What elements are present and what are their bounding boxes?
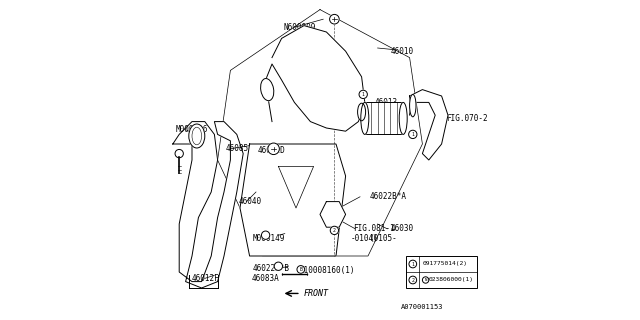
Polygon shape <box>240 144 346 256</box>
Polygon shape <box>410 90 448 160</box>
Circle shape <box>359 90 367 99</box>
Circle shape <box>268 143 280 155</box>
Text: 46030: 46030 <box>390 224 413 233</box>
Ellipse shape <box>260 78 274 101</box>
Text: 46022B*A: 46022B*A <box>370 192 406 201</box>
Text: 46010: 46010 <box>390 47 413 56</box>
FancyBboxPatch shape <box>406 256 477 288</box>
Ellipse shape <box>399 102 407 134</box>
Text: FRONT: FRONT <box>304 289 329 298</box>
Text: (0105-: (0105- <box>370 234 397 243</box>
Ellipse shape <box>410 94 416 117</box>
Text: 2: 2 <box>412 277 414 283</box>
Text: -0104): -0104) <box>351 234 378 243</box>
Text: 46085: 46085 <box>226 144 249 153</box>
Circle shape <box>409 130 417 139</box>
Polygon shape <box>365 102 403 134</box>
Text: 46022B*B: 46022B*B <box>253 264 290 273</box>
Circle shape <box>262 231 270 239</box>
Text: 1: 1 <box>412 261 414 267</box>
Circle shape <box>297 266 305 273</box>
Text: 1: 1 <box>362 92 365 97</box>
Text: 091775014(2): 091775014(2) <box>422 261 467 267</box>
Circle shape <box>409 260 417 268</box>
Text: 46083A: 46083A <box>251 274 279 283</box>
Text: 2: 2 <box>333 228 336 233</box>
Text: 1: 1 <box>412 132 414 137</box>
Circle shape <box>422 277 429 283</box>
Text: A070001153: A070001153 <box>401 304 444 310</box>
Circle shape <box>409 276 417 284</box>
Ellipse shape <box>189 124 205 148</box>
Polygon shape <box>266 26 365 131</box>
Text: 46013: 46013 <box>374 98 397 107</box>
Circle shape <box>274 262 283 270</box>
Polygon shape <box>173 122 243 288</box>
Text: N: N <box>424 278 427 282</box>
Ellipse shape <box>361 102 369 134</box>
Text: FIG.081-1: FIG.081-1 <box>354 224 396 233</box>
Text: 023806000(1): 023806000(1) <box>429 277 474 283</box>
Circle shape <box>175 149 184 158</box>
Circle shape <box>330 226 339 235</box>
Text: N600009: N600009 <box>283 23 316 32</box>
Text: M000186: M000186 <box>176 125 209 134</box>
Ellipse shape <box>358 103 365 121</box>
Text: 46022D: 46022D <box>258 146 285 155</box>
Circle shape <box>330 14 339 24</box>
Text: 46012F: 46012F <box>192 274 220 283</box>
Text: FIG.070-2: FIG.070-2 <box>447 114 488 123</box>
Text: 010008160(1): 010008160(1) <box>300 266 355 275</box>
Text: B: B <box>300 267 302 272</box>
Text: M000149: M000149 <box>253 234 285 243</box>
Polygon shape <box>320 202 346 227</box>
Text: 46040: 46040 <box>239 197 262 206</box>
